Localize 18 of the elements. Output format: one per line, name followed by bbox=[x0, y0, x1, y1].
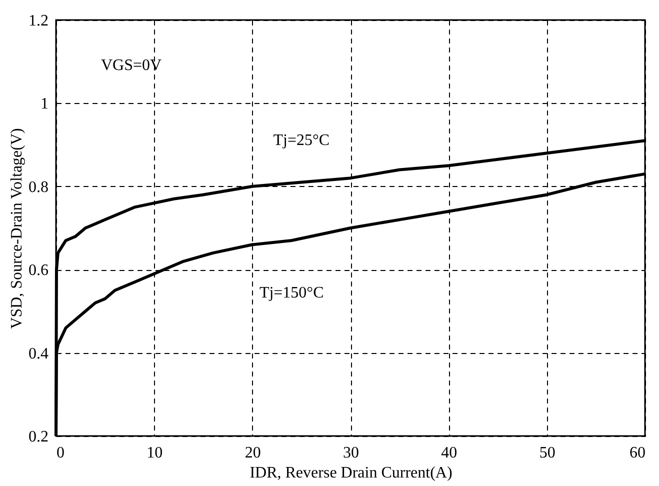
x-axis-title: IDR, Reverse Drain Current(A) bbox=[250, 464, 452, 482]
x-tick-label: 10 bbox=[146, 444, 163, 462]
y-tick-label: 0.4 bbox=[28, 345, 48, 362]
x-tick-label: 50 bbox=[539, 444, 556, 462]
y-tick-label: 0.6 bbox=[28, 262, 48, 280]
x-tick-label: 30 bbox=[343, 444, 359, 462]
y-tick-label: 0.2 bbox=[28, 428, 48, 446]
x-tick-label: 60 bbox=[630, 444, 646, 462]
x-tick-label: 40 bbox=[441, 444, 458, 462]
y-tick-label: 0.8 bbox=[28, 178, 48, 196]
y-axis-title: VSD, Source-Drain Voltage(V) bbox=[8, 128, 26, 329]
y-tick-label: 1.2 bbox=[28, 12, 48, 30]
text: Tj=150°C bbox=[259, 284, 324, 302]
series-label: Tj=25°C bbox=[273, 132, 330, 150]
x-tick-label: 0 bbox=[56, 444, 64, 462]
annotation: VGS=0V bbox=[101, 57, 162, 74]
x-tick-label: 20 bbox=[244, 444, 261, 462]
y-tick-label: 1 bbox=[40, 96, 48, 113]
